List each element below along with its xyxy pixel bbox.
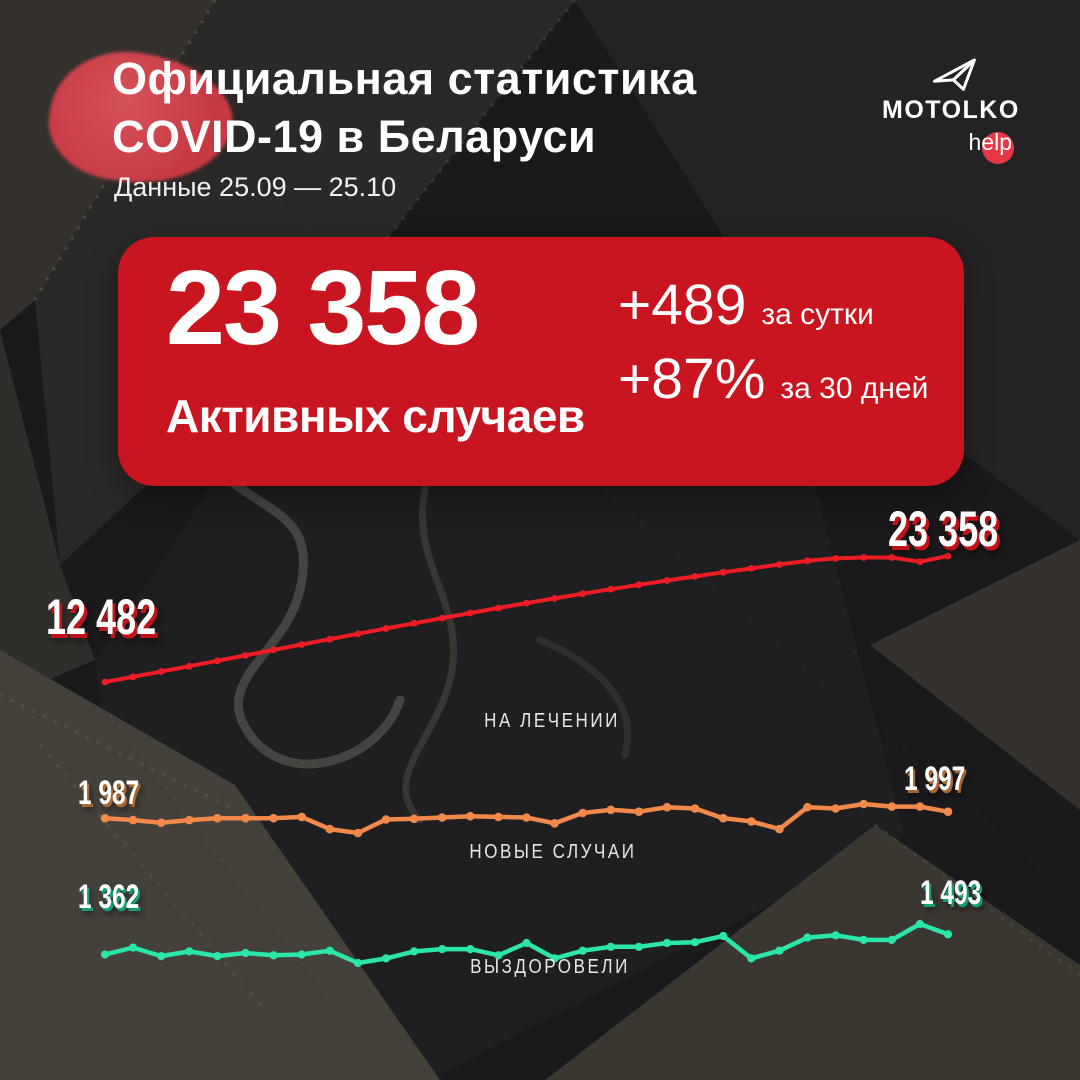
date-range-subtitle: Данные 25.09 — 25.10 [114, 172, 397, 202]
motolko-help-logo: MOTOLKO help [882, 58, 1020, 164]
recovered-line-start-value: 1 362 [78, 878, 140, 916]
page-title-line2: COVID-19 в Беларуси [112, 111, 597, 162]
active-line-end-value: 23 358 [888, 501, 999, 557]
logo-brand-text: MOTOLKO [882, 96, 1020, 124]
active-cases-card: 23 358 Активных случаев +489 за сутки +8… [118, 237, 964, 486]
new-cases-line-caption: НОВЫЕ СЛУЧАИ [469, 841, 637, 863]
logo-sub-text: help [968, 129, 1012, 155]
logo-sub-row: help [882, 125, 1016, 164]
paper-plane-icon [932, 58, 976, 91]
new-cases-line-start-value: 1 987 [78, 774, 140, 812]
daily-delta-value: +489 [618, 273, 747, 337]
recovered-line-caption: ВЫЗДОРОВЕЛИ [470, 956, 630, 978]
active-line-caption: НА ЛЕЧЕНИИ [484, 710, 620, 732]
page-title-line1: Официальная статистика [112, 53, 697, 104]
monthly-delta-value: +87% [618, 347, 766, 411]
daily-delta-label: за сутки [761, 298, 874, 331]
active-cases-value: 23 358 [166, 249, 480, 367]
monthly-delta-label: за 30 дней [780, 372, 929, 405]
daily-delta-row: +489 за сутки [618, 271, 874, 339]
active-cases-label: Активных случаев [166, 390, 585, 442]
recovered-line-end-value: 1 493 [920, 874, 982, 912]
active-line-start-value: 12 482 [46, 589, 157, 645]
red-dot-icon [982, 132, 1014, 164]
new-cases-line-end-value: 1 997 [904, 760, 966, 798]
monthly-delta-row: +87% за 30 дней [618, 345, 928, 413]
